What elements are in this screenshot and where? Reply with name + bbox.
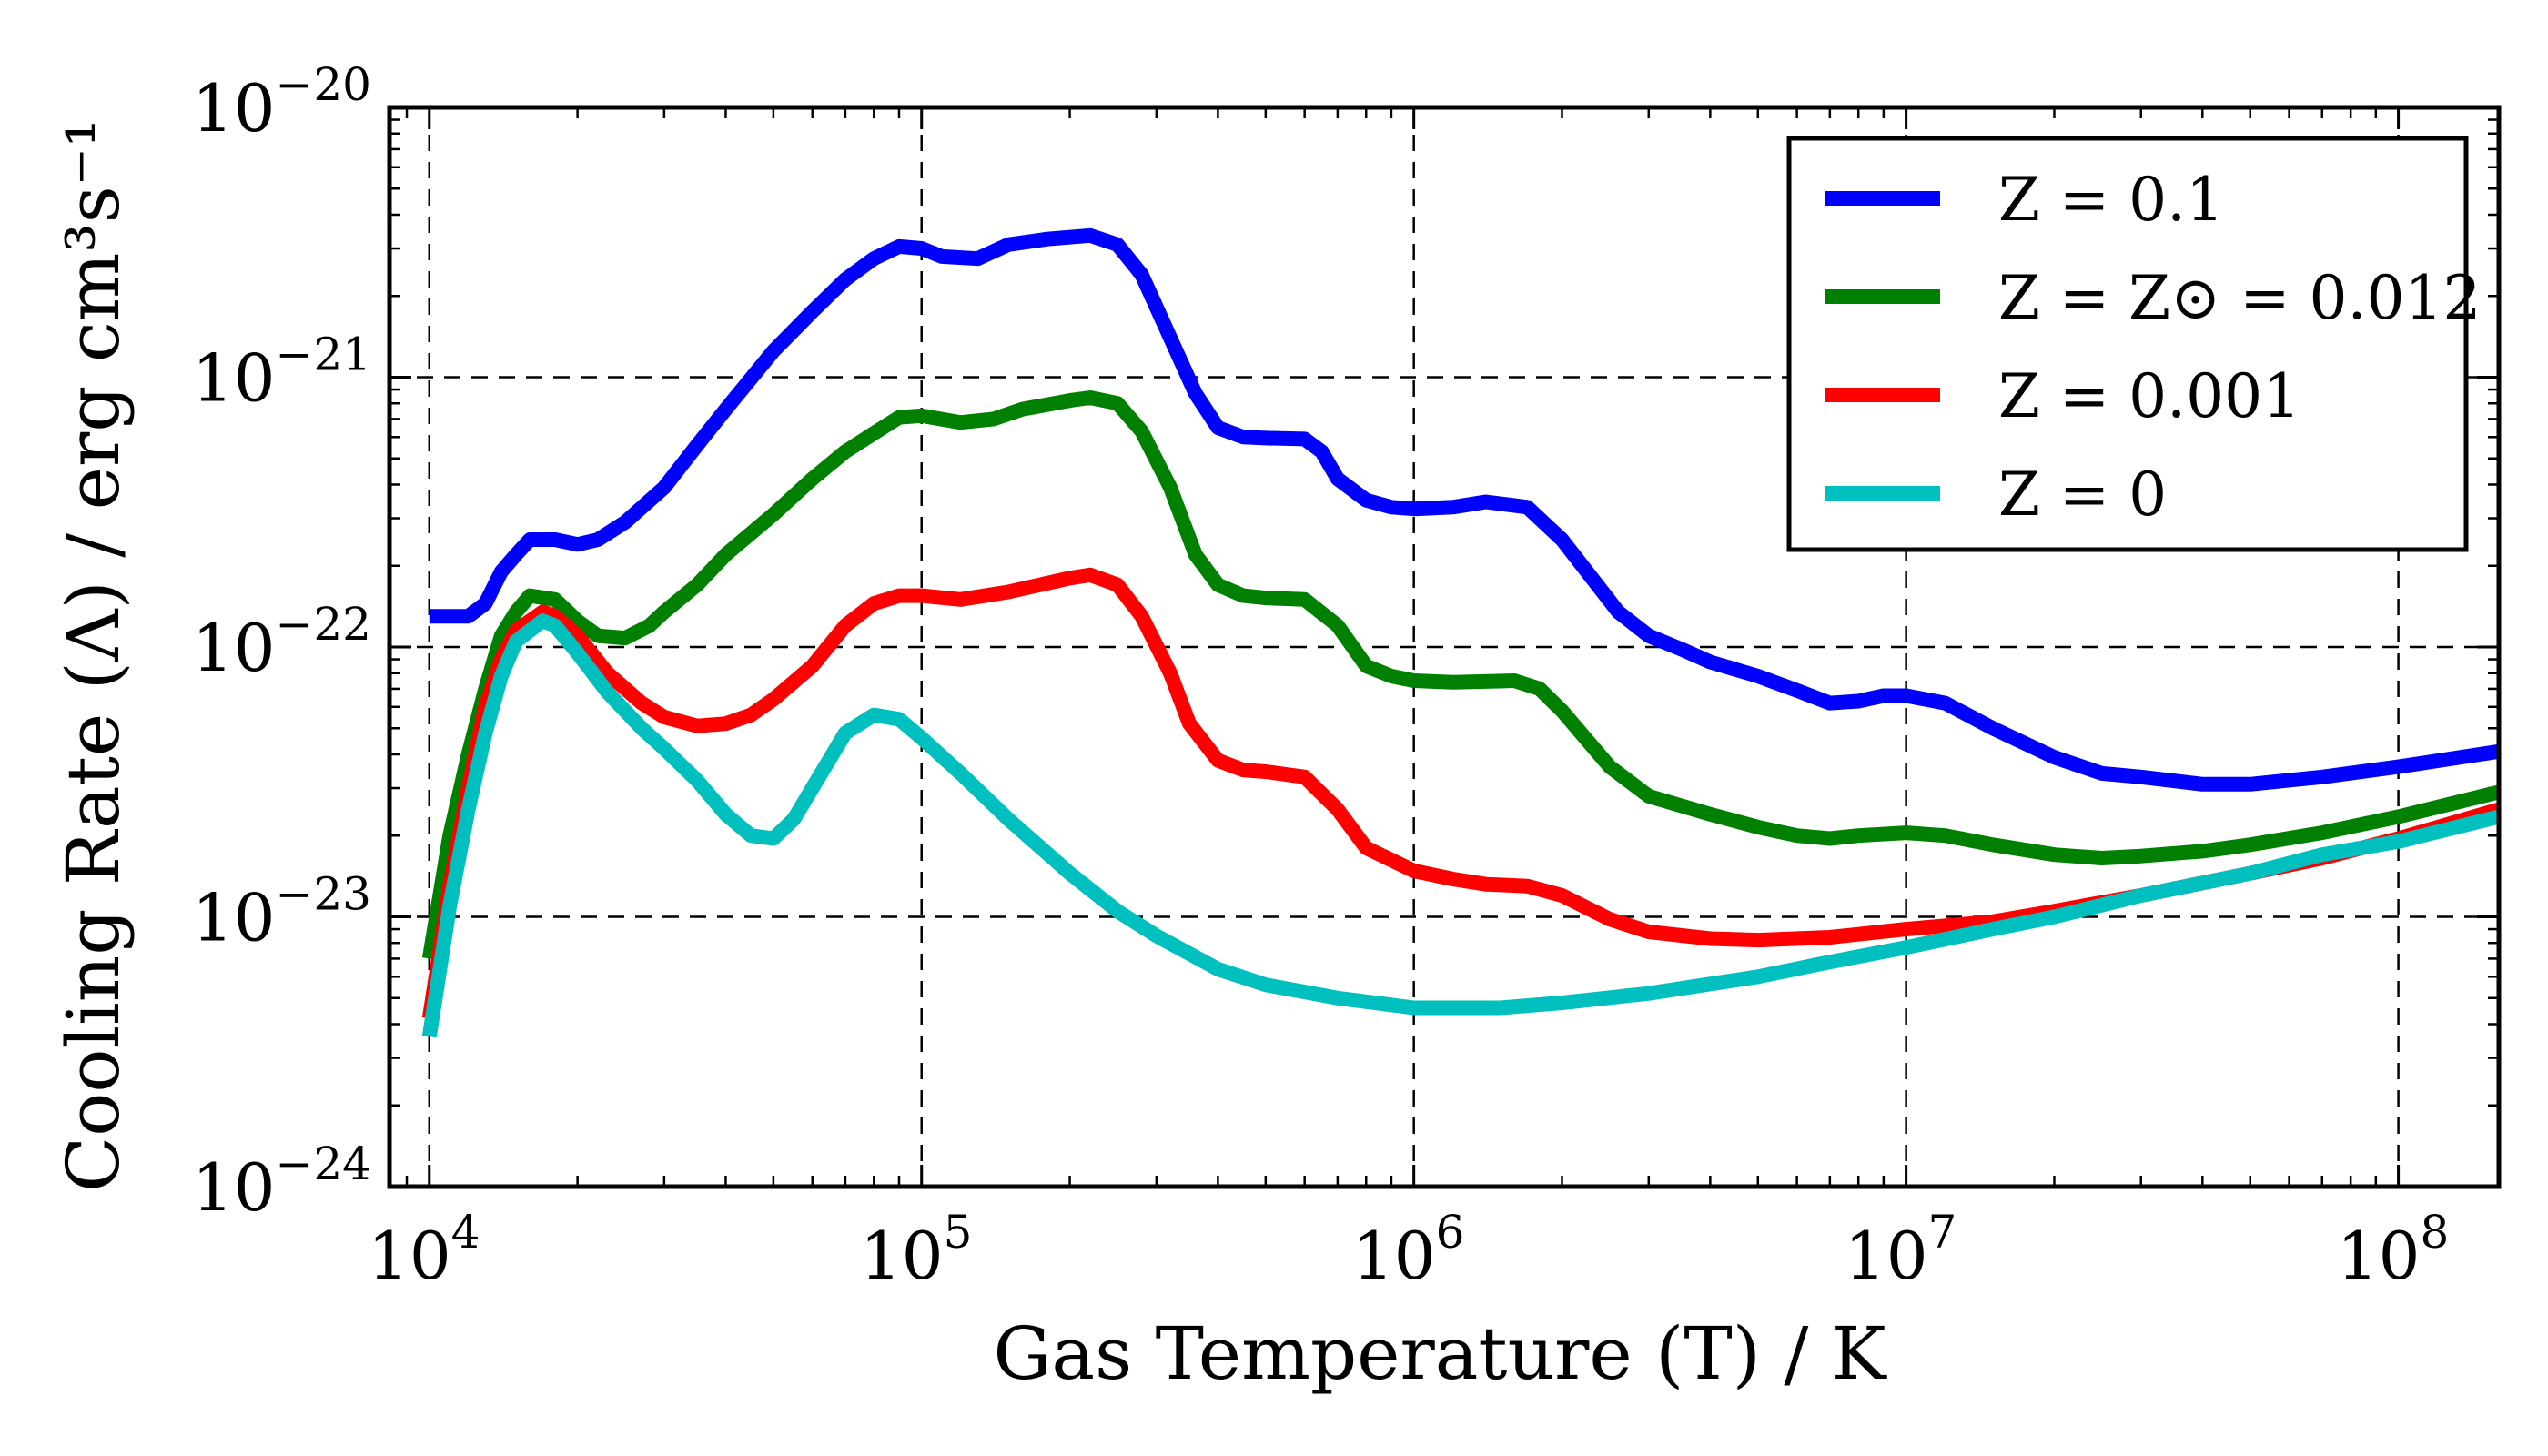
- legend-items: Z = 0.1 Z = Z⊙ = 0.012 Z = 0.001 Z = 0: [1825, 165, 2481, 530]
- legend-item-1: Z = 0.1: [1825, 165, 2224, 235]
- legend-label: Z = Z⊙ = 0.012: [1998, 263, 2481, 333]
- plot-frame: [387, 105, 2502, 1189]
- x-axis-label: Gas Temperature (T) / K: [994, 1311, 1887, 1396]
- legend-label: Z = 0: [1998, 460, 2167, 530]
- legend-box: [1786, 136, 2469, 552]
- legend-label: Z = 0.1: [1998, 165, 2224, 235]
- y-tick-label: 10−21: [192, 329, 371, 417]
- y-tick-labels: 10−24 10−23 10−22 10−21 10−20: [192, 58, 371, 1226]
- legend: Z = 0.1 Z = Z⊙ = 0.012 Z = 0.001 Z = 0: [1786, 136, 2481, 552]
- legend-item-3: Z = 0.001: [1825, 361, 2300, 431]
- series-line-1: [429, 228, 2499, 792]
- x-tick-labels: 104 105 106 107 108: [368, 1206, 2449, 1294]
- y-tick-label: 10−23: [192, 868, 371, 956]
- y-tick-label: 10−22: [192, 598, 371, 686]
- x-tick-label: 104: [368, 1206, 480, 1294]
- series-line-3: [421, 567, 2499, 1020]
- x-tick-label: 107: [1845, 1206, 1956, 1294]
- x-tick-label: 105: [860, 1206, 972, 1294]
- legend-item-2: Z = Z⊙ = 0.012: [1825, 263, 2481, 333]
- series-lines: [421, 228, 2499, 1038]
- y-axis-label: Cooling Rate (Λ) / erg cm³s⁻¹: [51, 118, 136, 1192]
- y-tick-label: 10−24: [192, 1138, 371, 1226]
- series-line-4: [421, 613, 2499, 1038]
- x-tick-label: 106: [1352, 1206, 1464, 1294]
- legend-item-4: Z = 0: [1825, 460, 2167, 530]
- legend-label: Z = 0.001: [1998, 361, 2300, 431]
- y-tick-label: 10−20: [192, 58, 371, 147]
- x-tick-label: 108: [2337, 1206, 2449, 1294]
- series-line-2: [421, 390, 2499, 960]
